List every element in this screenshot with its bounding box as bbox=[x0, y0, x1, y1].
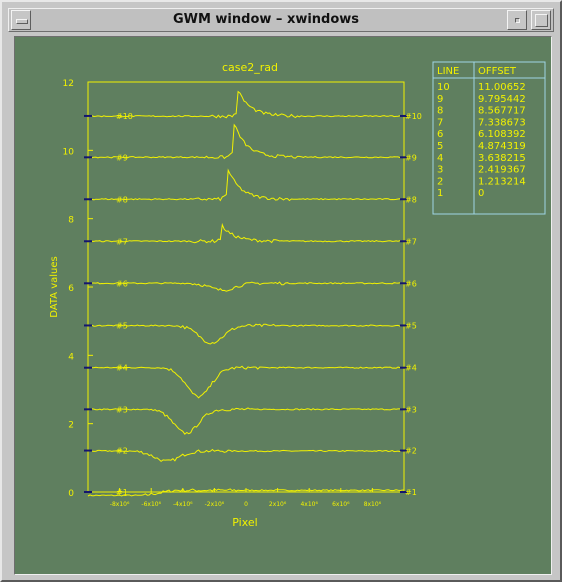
x-tick-label: -2x10⁶ bbox=[205, 501, 225, 508]
table-header-line: LINE bbox=[437, 66, 459, 77]
trace-label-right: #3 bbox=[405, 405, 417, 414]
trace-label-left: #10 bbox=[116, 112, 133, 121]
trace-label-right: #9 bbox=[405, 153, 417, 162]
trace-line bbox=[87, 448, 405, 463]
window-menu-button[interactable] bbox=[11, 10, 31, 30]
table-cell-offset: 7.338673 bbox=[478, 117, 526, 128]
table-cell-line: 9 bbox=[437, 94, 443, 105]
trace-label-right: #7 bbox=[405, 237, 417, 246]
title-bar[interactable]: GWM window – xwindows bbox=[8, 8, 554, 32]
y-tick-label: 0 bbox=[68, 489, 74, 499]
trace-label-right: #5 bbox=[405, 321, 417, 330]
trace-label-left: #4 bbox=[116, 364, 128, 373]
trace-line bbox=[87, 365, 405, 399]
table-cell-offset: 2.419367 bbox=[478, 165, 526, 176]
x-tick-label: 0 bbox=[244, 501, 248, 508]
trace-label-right: #10 bbox=[405, 112, 422, 121]
maximize-button[interactable] bbox=[531, 10, 551, 30]
table-cell-offset: 0 bbox=[478, 188, 484, 199]
x-ticks: -8x10⁶ -6x10⁶ -4x10⁶ -2x10⁶ 0 2x10⁶ 4x10⁶ 6x10⁶… bbox=[110, 488, 382, 508]
trace-line bbox=[87, 323, 405, 345]
table-cell-line: 2 bbox=[437, 176, 443, 187]
x-tick-label: 4x10⁶ bbox=[300, 501, 318, 508]
table-cell-line: 1 bbox=[437, 188, 443, 199]
minimize-button[interactable] bbox=[507, 10, 527, 30]
x-tick-label: -4x10⁶ bbox=[173, 501, 193, 508]
trace-label-right: #4 bbox=[405, 364, 417, 373]
plot-frame bbox=[87, 81, 405, 493]
trace-label-left: #6 bbox=[116, 279, 128, 288]
x-tick-label: -6x10⁶ bbox=[141, 501, 161, 508]
trace-label-right: #6 bbox=[405, 279, 417, 288]
table-cell-line: 4 bbox=[437, 153, 443, 164]
y-tick-label: 8 bbox=[68, 216, 74, 226]
y-tick-label: 6 bbox=[68, 284, 74, 294]
table-cell-offset: 6.108392 bbox=[478, 129, 526, 140]
trace-label-right: #2 bbox=[405, 447, 417, 456]
plot-canvas: case2_rad Pixel DATA values 0 2 4 6 8 10 12 -8… bbox=[14, 36, 552, 575]
table-cell-offset: 3.638215 bbox=[478, 153, 526, 164]
trace-label-left: #1 bbox=[116, 488, 128, 497]
table-header-offset: OFFSET bbox=[478, 66, 517, 77]
trace-label-left: #7 bbox=[116, 237, 128, 246]
trace-line bbox=[87, 488, 405, 497]
table-cell-offset: 1.213214 bbox=[478, 176, 526, 187]
plot-title: case2_rad bbox=[222, 61, 278, 74]
table-cell-offset: 8.567717 bbox=[478, 106, 526, 117]
x-tick-label: 2x10⁶ bbox=[269, 501, 287, 508]
trace-label-left: #2 bbox=[116, 447, 128, 456]
trace-line bbox=[87, 123, 404, 160]
trace-label-right: #8 bbox=[405, 195, 417, 204]
table-cell-line: 5 bbox=[437, 141, 443, 152]
y-axis-label: DATA values bbox=[49, 256, 60, 317]
trace-lines: #1 #1 #2 #2 #3 #3 #4 #4 #5 #5 #6 #6 #7 #7 #8 #8 #9 #9 #10 #… bbox=[84, 90, 422, 497]
x-axis-label: Pixel bbox=[232, 516, 257, 529]
trace-line bbox=[87, 281, 405, 292]
trace-label-left: #3 bbox=[116, 405, 128, 414]
table-cell-offset: 11.00652 bbox=[478, 82, 526, 93]
trace-line bbox=[87, 90, 405, 119]
window-title: GWM window – xwindows bbox=[172, 12, 360, 27]
trace-label-left: #5 bbox=[116, 321, 128, 330]
table-cell-offset: 4.874319 bbox=[478, 141, 526, 152]
trace-line bbox=[87, 168, 405, 202]
trace-line bbox=[87, 222, 405, 244]
y-tick-label: 4 bbox=[68, 352, 74, 362]
table-cell-line: 8 bbox=[437, 106, 443, 117]
y-tick-label: 12 bbox=[63, 79, 74, 89]
y-ticks: 0 2 4 6 8 10 12 bbox=[63, 79, 93, 499]
x-tick-label: -8x10⁶ bbox=[110, 501, 130, 508]
table-cell-line: 3 bbox=[437, 165, 443, 176]
table-cell-line: 7 bbox=[437, 117, 443, 128]
trace-label-left: #9 bbox=[116, 153, 128, 162]
trace-line bbox=[88, 407, 405, 435]
y-tick-label: 2 bbox=[68, 421, 74, 431]
table-cell-offset: 9.795442 bbox=[478, 94, 526, 105]
x-tick-label: 8x10⁶ bbox=[364, 501, 382, 508]
trace-label-right: #1 bbox=[405, 488, 417, 497]
table-cell-line: 6 bbox=[437, 129, 443, 140]
x-tick-label: 6x10⁶ bbox=[332, 501, 350, 508]
trace-label-left: #8 bbox=[116, 195, 128, 204]
offset-table-frame bbox=[432, 61, 546, 215]
y-tick-label: 10 bbox=[63, 147, 75, 157]
table-cell-line: 10 bbox=[437, 82, 450, 93]
